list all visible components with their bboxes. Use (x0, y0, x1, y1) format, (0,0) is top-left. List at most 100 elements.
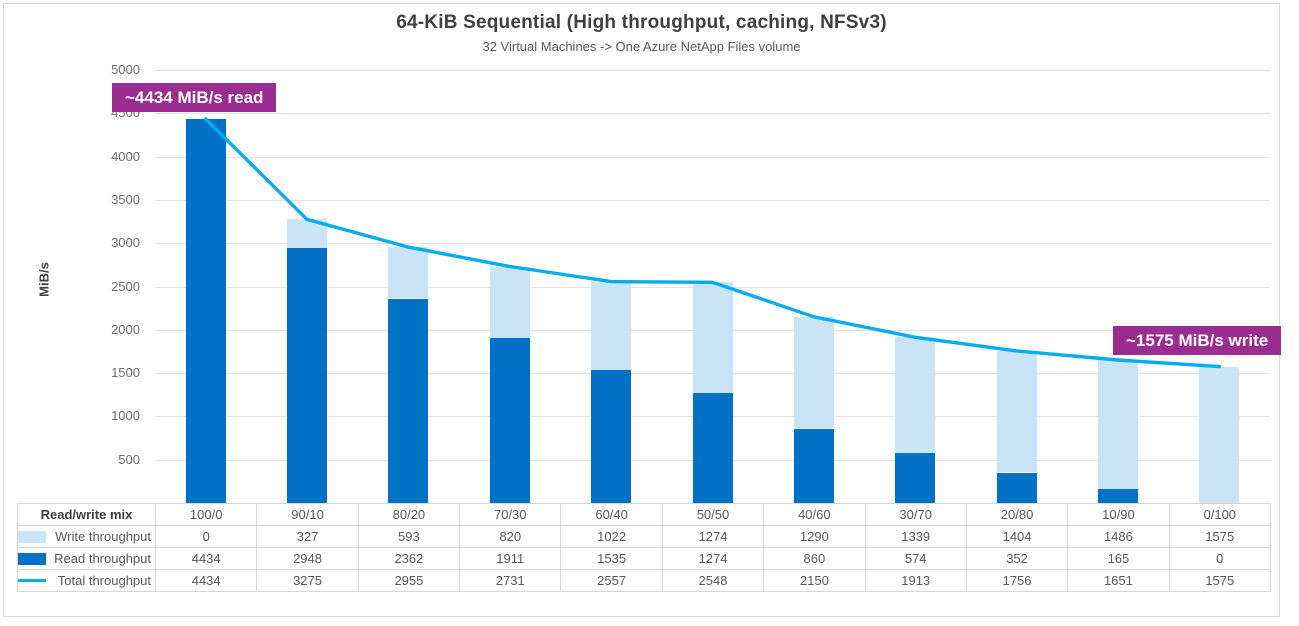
value-cell: 2948 (256, 547, 359, 570)
category-header-cell: 20/80 (965, 503, 1069, 526)
value-cell: 4434 (154, 547, 258, 570)
bar-segment-write (996, 350, 1037, 473)
bar-segment-read (996, 472, 1037, 503)
plot-area (155, 70, 1270, 503)
total-throughput-swatch-icon (18, 579, 46, 582)
value-cell: 860 (763, 547, 866, 570)
bar-segment-read (287, 247, 327, 503)
value-cell: 2731 (459, 569, 562, 592)
value-cell: 1651 (1067, 569, 1170, 592)
bar-segment-write (793, 316, 834, 429)
series-label: Read throughput (54, 551, 151, 566)
write-callout: ~1575 MiB/s write (1113, 326, 1282, 355)
series-label-cell: Total throughput (17, 569, 156, 592)
series-label: Total throughput (57, 573, 151, 588)
bar-segment-write (591, 281, 632, 371)
value-cell: 1022 (560, 525, 663, 548)
category-header-cell: 80/20 (357, 503, 461, 526)
table-corner-label: Read/write mix (17, 503, 156, 526)
value-cell: 352 (965, 547, 1069, 570)
value-cell: 574 (864, 547, 967, 570)
series-label-cell: Read throughput (17, 547, 156, 570)
y-tick-label: 1500 (111, 365, 140, 381)
value-cell: 2548 (661, 569, 765, 592)
series-label: Write throughput (55, 529, 151, 544)
bar-segment-read (793, 428, 834, 503)
value-cell: 1486 (1067, 525, 1170, 548)
bar-segment-write (489, 266, 530, 338)
chart-subtitle: 32 Virtual Machines -> One Azure NetApp … (482, 39, 801, 54)
value-cell: 820 (459, 525, 562, 548)
y-axis-title: MiB/s (36, 262, 52, 297)
value-cell: 1756 (965, 569, 1069, 592)
value-cell: 593 (357, 525, 461, 548)
value-cell: 2150 (763, 569, 866, 592)
value-cell: 2557 (560, 569, 663, 592)
category-header-cell: 30/70 (864, 503, 967, 526)
y-tick-label: 5000 (111, 62, 140, 77)
category-header-cell: 100/0 (154, 503, 258, 526)
value-cell: 2955 (357, 569, 461, 592)
value-cell: 1575 (1168, 525, 1271, 548)
bar-segment-read (692, 392, 733, 503)
category-header-cell: 10/90 (1067, 503, 1170, 526)
bar-segment-read (489, 337, 530, 503)
value-cell: 165 (1067, 547, 1170, 570)
value-cell: 2362 (357, 547, 461, 570)
value-cell: 1274 (661, 547, 765, 570)
value-cell: 3275 (256, 569, 359, 592)
category-header-cell: 40/60 (763, 503, 866, 526)
value-cell: 1911 (459, 547, 562, 570)
bar-segment-write (388, 247, 429, 299)
gridline (155, 70, 1270, 71)
value-cell: 1535 (560, 547, 663, 570)
bar-segment-read (895, 453, 936, 503)
value-cell: 327 (256, 525, 359, 548)
y-tick-label: 4000 (111, 148, 140, 164)
bar-segment-read (591, 370, 632, 503)
value-cell: 1339 (864, 525, 967, 548)
bar-segment-write (1199, 366, 1240, 503)
table-row: Total throughput 4434 3275 2955 2731 2557 2548… (17, 569, 1271, 592)
category-header-cell: 60/40 (560, 503, 663, 526)
table-row: Read throughput 4434 2948 2362 1911 1535 1274 8… (17, 547, 1271, 570)
read-throughput-swatch-icon (18, 552, 46, 565)
table-row: Write throughput 0 327 593 820 1022 1274 1290 13… (17, 525, 1271, 548)
bar-segment-write (692, 282, 733, 393)
y-tick-label: 2500 (111, 278, 140, 294)
total-throughput-line (204, 117, 1222, 369)
y-tick-label: 500 (118, 451, 140, 467)
bar-segment-read (388, 298, 429, 503)
bar-segment-write (1098, 360, 1138, 489)
gridline (155, 243, 1270, 245)
value-cell: 1913 (864, 569, 967, 592)
gridline (155, 156, 1270, 158)
value-cell: 1404 (965, 525, 1069, 548)
y-tick-label: 3000 (111, 235, 140, 251)
table-header-row: Read/write mix 100/0 90/10 80/20 70/30 60/40 5… (17, 503, 1271, 526)
category-header-cell: 90/10 (256, 503, 359, 526)
bar-segment-read (1098, 488, 1138, 503)
read-callout: ~4434 MiB/s read (112, 83, 277, 112)
category-header-cell: 70/30 (459, 503, 562, 526)
write-throughput-swatch-icon (18, 530, 46, 543)
value-cell: 0 (1168, 547, 1271, 570)
series-label-cell: Write throughput (17, 525, 156, 548)
bar-segment-write (895, 337, 936, 454)
category-header-cell: 0/100 (1168, 503, 1271, 526)
value-cell: 0 (154, 525, 258, 548)
y-tick-label: 2000 (111, 321, 140, 337)
bar-segment-read (185, 119, 226, 503)
value-cell: 1274 (661, 525, 765, 548)
y-tick-label: 3500 (111, 191, 140, 207)
data-table: Read/write mix 100/0 90/10 80/20 70/30 60/40 5… (17, 503, 1271, 592)
value-cell: 4434 (154, 569, 258, 592)
value-cell: 1575 (1168, 569, 1271, 592)
value-cell: 1290 (763, 525, 866, 548)
category-header-cell: 50/50 (661, 503, 765, 526)
chart-title: 64-KiB Sequential (High throughput, cach… (396, 12, 887, 33)
gridline (155, 113, 1270, 115)
y-tick-label: 1000 (111, 408, 140, 424)
gridline (155, 199, 1270, 201)
